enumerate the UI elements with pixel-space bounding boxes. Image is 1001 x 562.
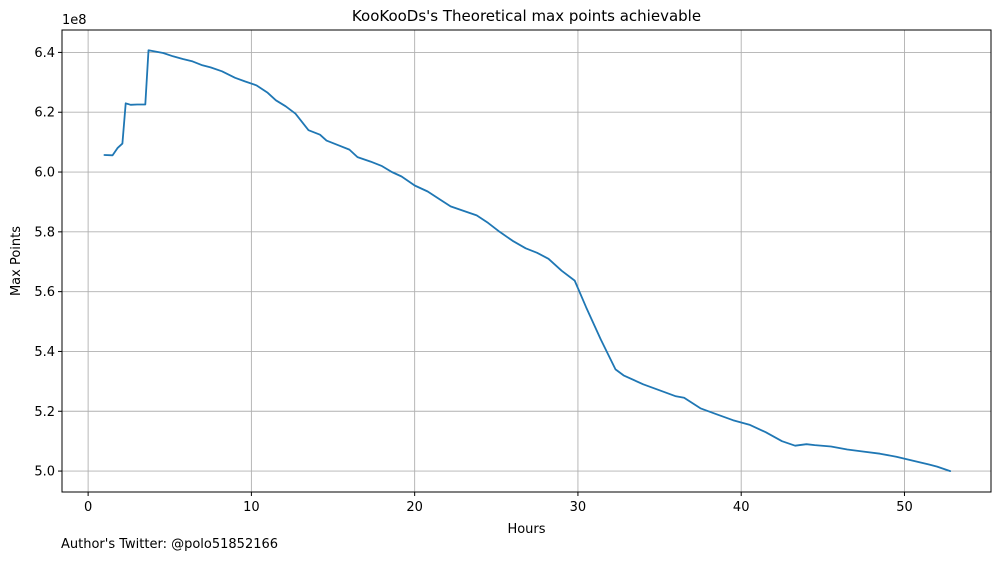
- max-points-series-line: [103, 49, 952, 473]
- y-tick-label: 5.4: [34, 345, 55, 360]
- y-multiplier-label: 1e8: [62, 13, 87, 28]
- x-axis-label: Hours: [507, 522, 545, 537]
- y-tick-label: 5.0: [34, 465, 55, 480]
- x-tick-label: 50: [896, 500, 913, 515]
- x-tick-label: 30: [570, 500, 587, 515]
- x-tick-label: 0: [84, 500, 92, 515]
- grid-lines: [62, 30, 991, 492]
- y-tick-label: 6.0: [34, 166, 55, 181]
- x-axis-ticks: 0 10 20 30 40 50: [84, 492, 913, 515]
- y-axis-ticks: 5.0 5.2 5.4 5.6 5.8 6.0 6.2 6.4: [34, 46, 62, 480]
- y-tick-label: 5.2: [34, 405, 55, 420]
- y-tick-label: 5.6: [34, 285, 55, 300]
- plot-frame: [61, 29, 992, 493]
- x-tick-label: 20: [406, 500, 423, 515]
- y-axis-label: Max Points: [9, 226, 24, 296]
- y-tick-label: 6.2: [34, 106, 55, 121]
- y-tick-label: 6.4: [34, 46, 55, 61]
- x-tick-label: 40: [733, 500, 750, 515]
- series-layer: [103, 49, 952, 473]
- y-tick-label: 5.8: [34, 225, 55, 240]
- author-twitter-footer: Author's Twitter: @polo51852166: [61, 537, 279, 552]
- chart-title: KooKooDs's Theoretical max points achiev…: [352, 7, 701, 25]
- x-tick-label: 10: [243, 500, 260, 515]
